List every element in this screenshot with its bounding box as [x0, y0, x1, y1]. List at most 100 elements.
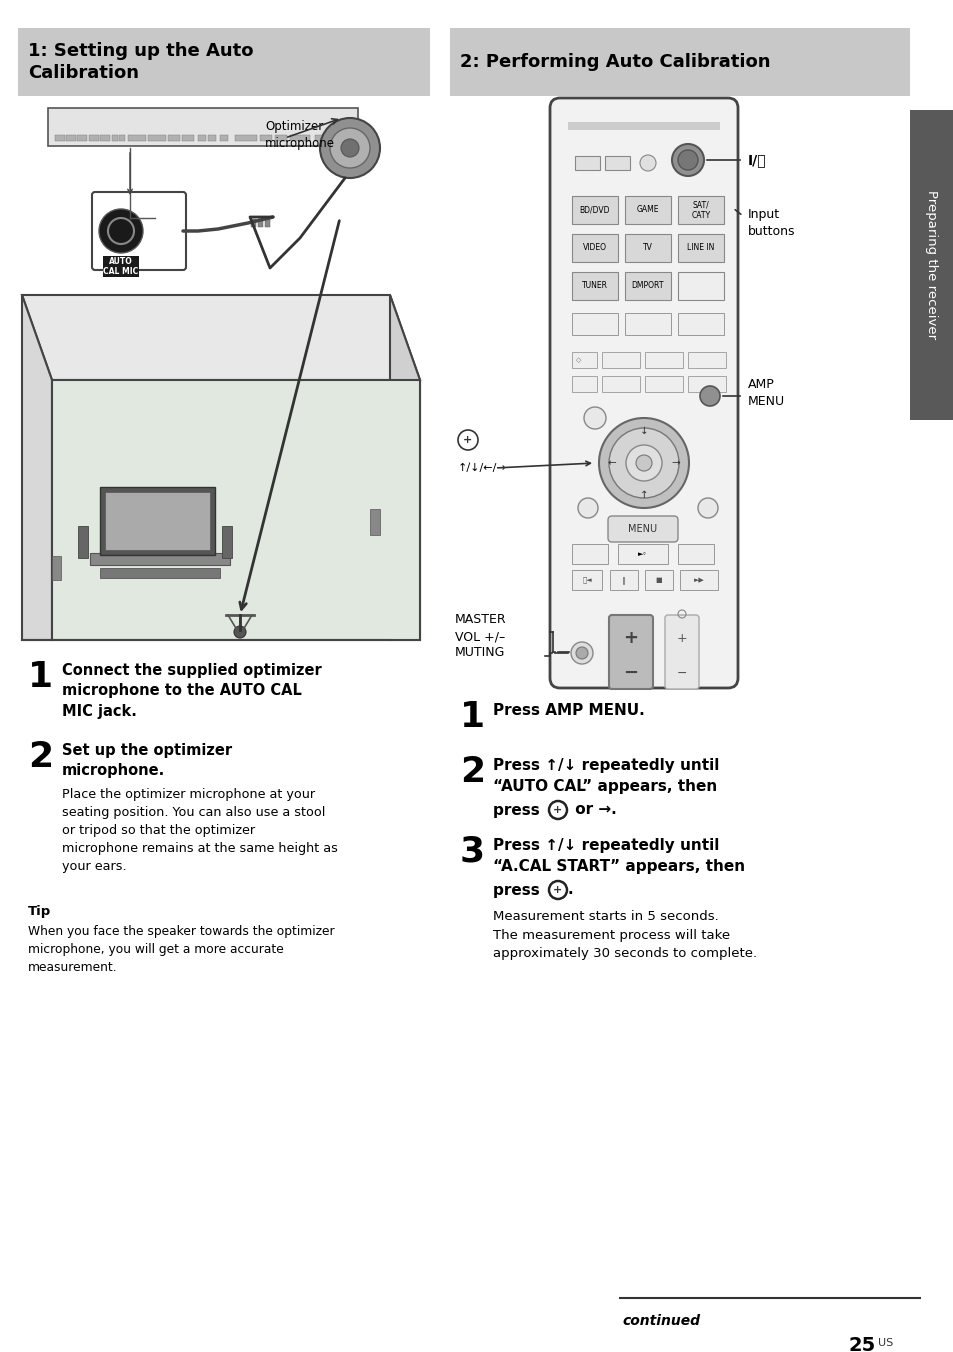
- Bar: [119, 135, 125, 141]
- Text: ↑: ↑: [639, 489, 648, 500]
- Bar: [567, 122, 720, 130]
- Circle shape: [340, 139, 358, 157]
- Text: ∥: ∥: [621, 576, 625, 584]
- Text: Press AMP MENU.: Press AMP MENU.: [493, 703, 644, 718]
- Bar: [208, 135, 215, 141]
- Circle shape: [578, 498, 598, 518]
- Bar: [601, 376, 639, 392]
- Circle shape: [639, 155, 656, 170]
- Circle shape: [99, 210, 143, 253]
- Text: 3: 3: [459, 836, 485, 869]
- Text: Tip: Tip: [28, 904, 51, 918]
- Text: DMPORT: DMPORT: [631, 281, 663, 291]
- Bar: [572, 571, 601, 589]
- Text: TV: TV: [642, 243, 652, 253]
- Text: →: →: [671, 458, 679, 468]
- Polygon shape: [52, 380, 419, 639]
- Bar: [198, 135, 206, 141]
- Text: Press ↑/↓ repeatedly until
“A.CAL START” appears, then: Press ↑/↓ repeatedly until “A.CAL START”…: [493, 838, 744, 873]
- Text: Input
buttons: Input buttons: [747, 208, 795, 238]
- Text: +: +: [553, 886, 562, 895]
- Text: When you face the speaker towards the optimizer
microphone, you will get a more : When you face the speaker towards the op…: [28, 925, 335, 973]
- Bar: [604, 155, 629, 170]
- Text: Press ↑/↓ repeatedly until
“AUTO CAL” appears, then: Press ↑/↓ repeatedly until “AUTO CAL” ap…: [493, 758, 719, 794]
- Text: VIDEO: VIDEO: [582, 243, 606, 253]
- Bar: [89, 135, 99, 141]
- Text: ↑/↓/←/→: ↑/↓/←/→: [457, 462, 506, 473]
- Circle shape: [319, 118, 379, 178]
- Bar: [128, 135, 146, 141]
- Bar: [222, 526, 232, 558]
- Bar: [678, 196, 723, 224]
- Circle shape: [636, 456, 651, 470]
- Text: AMP
MENU: AMP MENU: [747, 379, 784, 408]
- FancyBboxPatch shape: [550, 97, 738, 688]
- Text: +: +: [553, 804, 562, 815]
- Bar: [290, 135, 310, 141]
- Text: +: +: [676, 631, 686, 645]
- Text: MUTING: MUTING: [455, 646, 505, 660]
- Bar: [609, 571, 638, 589]
- Bar: [624, 272, 670, 300]
- Bar: [678, 234, 723, 262]
- Bar: [168, 135, 180, 141]
- Bar: [234, 135, 256, 141]
- Bar: [618, 544, 667, 564]
- Bar: [644, 571, 672, 589]
- Text: .: .: [466, 456, 469, 465]
- Bar: [678, 314, 723, 335]
- Circle shape: [598, 418, 688, 508]
- Bar: [182, 135, 193, 141]
- Text: ◇: ◇: [576, 357, 580, 362]
- Bar: [572, 272, 618, 300]
- Bar: [572, 376, 597, 392]
- Circle shape: [671, 145, 703, 176]
- Text: LINE IN: LINE IN: [686, 243, 714, 253]
- Text: continued: continued: [621, 1314, 700, 1328]
- Circle shape: [576, 648, 587, 658]
- Text: ⧖◄: ⧖◄: [581, 577, 591, 583]
- Circle shape: [700, 387, 720, 406]
- Polygon shape: [22, 295, 419, 380]
- Text: ↓: ↓: [639, 426, 648, 435]
- Text: MASTER
VOL +/–: MASTER VOL +/–: [455, 612, 506, 644]
- FancyBboxPatch shape: [607, 516, 678, 542]
- Circle shape: [583, 407, 605, 429]
- Bar: [572, 352, 597, 368]
- Bar: [601, 352, 639, 368]
- Bar: [265, 219, 270, 227]
- Text: US: US: [877, 1338, 892, 1348]
- Circle shape: [330, 128, 370, 168]
- Bar: [314, 135, 327, 141]
- Text: or →.: or →.: [569, 803, 616, 818]
- Circle shape: [625, 445, 661, 481]
- Text: −: −: [676, 667, 686, 680]
- FancyBboxPatch shape: [608, 615, 652, 690]
- Text: +: +: [463, 435, 472, 445]
- Bar: [678, 272, 723, 300]
- Bar: [112, 135, 118, 141]
- Bar: [220, 135, 228, 141]
- Bar: [148, 135, 166, 141]
- Circle shape: [233, 626, 246, 638]
- Bar: [624, 314, 670, 335]
- Text: 1: 1: [459, 700, 485, 734]
- Bar: [55, 135, 65, 141]
- Bar: [48, 108, 357, 146]
- Circle shape: [678, 150, 698, 170]
- Bar: [624, 234, 670, 262]
- Bar: [90, 553, 230, 565]
- Bar: [909, 110, 953, 420]
- Bar: [260, 135, 272, 141]
- Text: 2: Performing Auto Calibration: 2: Performing Auto Calibration: [459, 53, 770, 72]
- Bar: [18, 28, 430, 96]
- Text: ►▶: ►▶: [693, 577, 703, 583]
- Bar: [687, 376, 725, 392]
- Bar: [450, 28, 909, 96]
- Text: 25: 25: [848, 1336, 875, 1352]
- Bar: [572, 314, 618, 335]
- Bar: [105, 492, 210, 550]
- Text: AUTO
CAL MIC: AUTO CAL MIC: [103, 257, 138, 276]
- Text: Set up the optimizer
microphone.: Set up the optimizer microphone.: [62, 744, 232, 779]
- Polygon shape: [22, 295, 52, 639]
